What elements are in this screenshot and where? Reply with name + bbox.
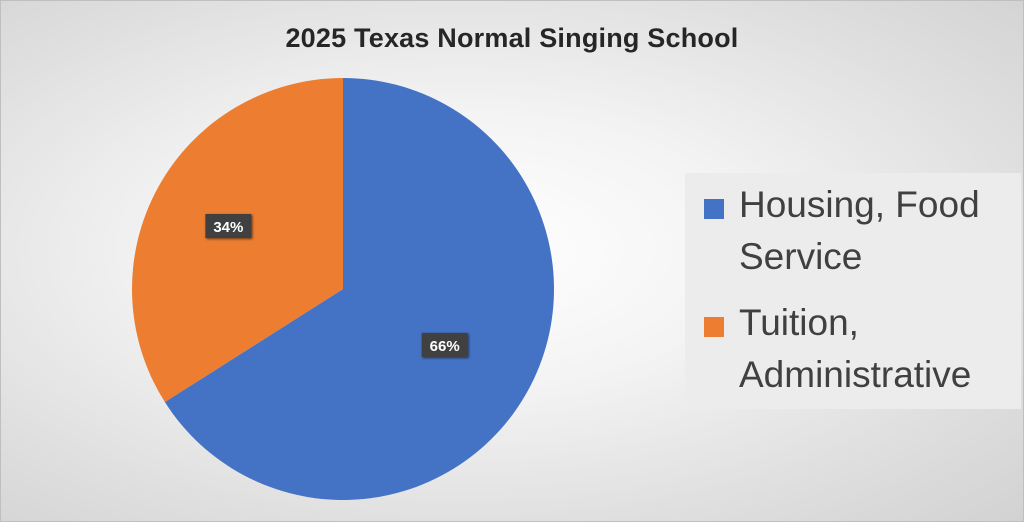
data-label-text: 66%	[430, 338, 460, 355]
pie-slice-housing	[164, 78, 555, 500]
legend-swatch-housing	[704, 199, 724, 219]
chart-title: 2025 Texas Normal Singing School	[285, 23, 739, 53]
data-label-box	[421, 332, 468, 357]
pie-slices	[132, 78, 555, 500]
data-label-box	[205, 213, 252, 238]
data-label-text: 34%	[213, 219, 243, 236]
legend-swatch-tuition	[704, 317, 724, 337]
data-label-tuition: 34%	[205, 213, 252, 238]
legend: Housing, Food Service Tuition, Administr…	[685, 173, 1021, 409]
legend-label-tuition: Tuition, Administrative	[739, 302, 972, 395]
legend-label-housing: Housing, Food Service	[739, 184, 980, 277]
pie-slice-tuition	[132, 78, 343, 403]
pie-data-labels: 66% 34%	[205, 213, 468, 357]
data-label-housing: 66%	[421, 332, 468, 357]
